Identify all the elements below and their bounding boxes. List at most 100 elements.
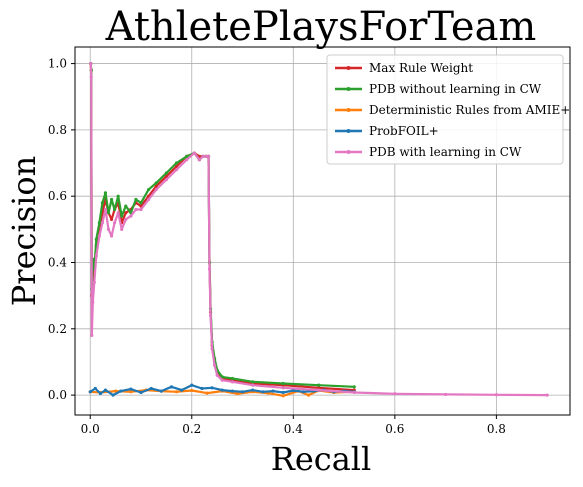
legend-marker: [346, 150, 351, 154]
data-point: [154, 187, 158, 192]
data-point: [106, 211, 111, 215]
data-point: [192, 151, 196, 155]
data-point: [291, 388, 295, 393]
y-tick-label: 0.8: [48, 123, 67, 137]
data-point: [545, 393, 549, 397]
data-point: [113, 207, 117, 212]
y-tick-label: 1.0: [48, 57, 67, 71]
data-point: [306, 393, 311, 397]
data-point: [190, 383, 194, 387]
data-point: [139, 390, 143, 395]
data-point: [124, 217, 128, 221]
data-point: [124, 204, 128, 208]
data-point: [164, 171, 168, 175]
data-point: [230, 380, 234, 384]
data-point: [129, 387, 133, 391]
data-point: [213, 363, 217, 367]
data-point: [97, 221, 101, 225]
data-point: [116, 194, 120, 198]
data-point: [134, 207, 138, 212]
data-point: [317, 386, 321, 390]
data-point: [230, 376, 234, 381]
data-point: [206, 154, 211, 159]
data-point: [215, 373, 219, 377]
x-tick-label: 0.6: [385, 422, 404, 436]
chart-title: AthletePlaysForTeam: [105, 4, 537, 50]
data-point: [201, 154, 205, 159]
data-point: [204, 154, 208, 159]
data-point: [139, 201, 143, 205]
data-point: [169, 385, 174, 389]
legend-box: [326, 54, 564, 165]
x-tick-label: 0.4: [284, 422, 303, 436]
data-point: [190, 388, 194, 393]
y-tick-label: 0.4: [48, 255, 67, 269]
data-point: [197, 158, 201, 162]
data-point: [235, 392, 240, 396]
data-point: [97, 234, 101, 238]
legend-label: Max Rule Weight: [369, 61, 473, 75]
data-point: [93, 386, 97, 391]
y-axis: 0.0 0.2 0.4 0.6 0.8 1.0: [48, 57, 75, 402]
data-point: [220, 375, 224, 379]
data-point: [159, 389, 163, 393]
y-tick-label: 0.0: [48, 388, 67, 402]
data-point: [103, 388, 108, 392]
data-point: [393, 392, 397, 396]
data-point: [281, 390, 285, 395]
data-point: [113, 221, 117, 225]
x-tick-label: 0.2: [182, 422, 201, 436]
data-point: [92, 280, 96, 284]
data-point: [124, 211, 128, 215]
data-point: [164, 178, 168, 182]
data-point: [88, 390, 92, 394]
legend-marker: [346, 87, 351, 91]
data-point: [210, 347, 214, 351]
series-layer: [88, 61, 549, 398]
data-point: [180, 388, 184, 392]
x-tick-label: 0.8: [487, 422, 506, 436]
data-point: [120, 227, 124, 231]
data-point: [251, 388, 255, 392]
data-point: [352, 385, 356, 389]
data-point: [116, 211, 120, 215]
data-point: [271, 389, 275, 393]
y-axis-label: Precision: [5, 156, 43, 306]
data-point: [444, 392, 448, 397]
data-point: [100, 221, 105, 225]
data-point: [109, 197, 114, 202]
legend-label: Deterministic Rules from AMIE+: [369, 103, 570, 117]
data-point: [106, 227, 111, 231]
x-axis: 0.0 0.2 0.4 0.6 0.8: [81, 415, 506, 436]
data-point: [149, 386, 153, 391]
legend-label: PDB with learning in CW: [369, 145, 522, 159]
legend-marker: [346, 108, 351, 112]
data-point: [109, 234, 114, 238]
data-point: [111, 393, 115, 397]
data-point: [281, 394, 285, 398]
data-point: [317, 388, 321, 392]
data-point: [103, 191, 108, 195]
data-point: [352, 390, 356, 395]
legend: Max Rule Weight PDB without learning in C…: [326, 54, 570, 165]
data-point: [139, 207, 143, 212]
data-point: [281, 381, 285, 386]
x-axis-label: Recall: [271, 440, 372, 478]
y-tick-label: 0.2: [48, 322, 67, 336]
data-point: [210, 386, 214, 390]
data-point: [103, 207, 108, 212]
data-point: [147, 197, 151, 202]
data-point: [174, 390, 179, 394]
data-point: [251, 380, 255, 384]
data-point: [174, 168, 179, 172]
data-point: [174, 161, 179, 165]
data-point: [174, 164, 179, 168]
x-tick-label: 0.0: [81, 422, 100, 436]
data-point: [98, 391, 102, 396]
data-point: [154, 184, 158, 188]
data-point: [89, 61, 93, 66]
data-point: [220, 388, 224, 392]
data-point: [208, 313, 213, 318]
data-point: [281, 386, 285, 390]
